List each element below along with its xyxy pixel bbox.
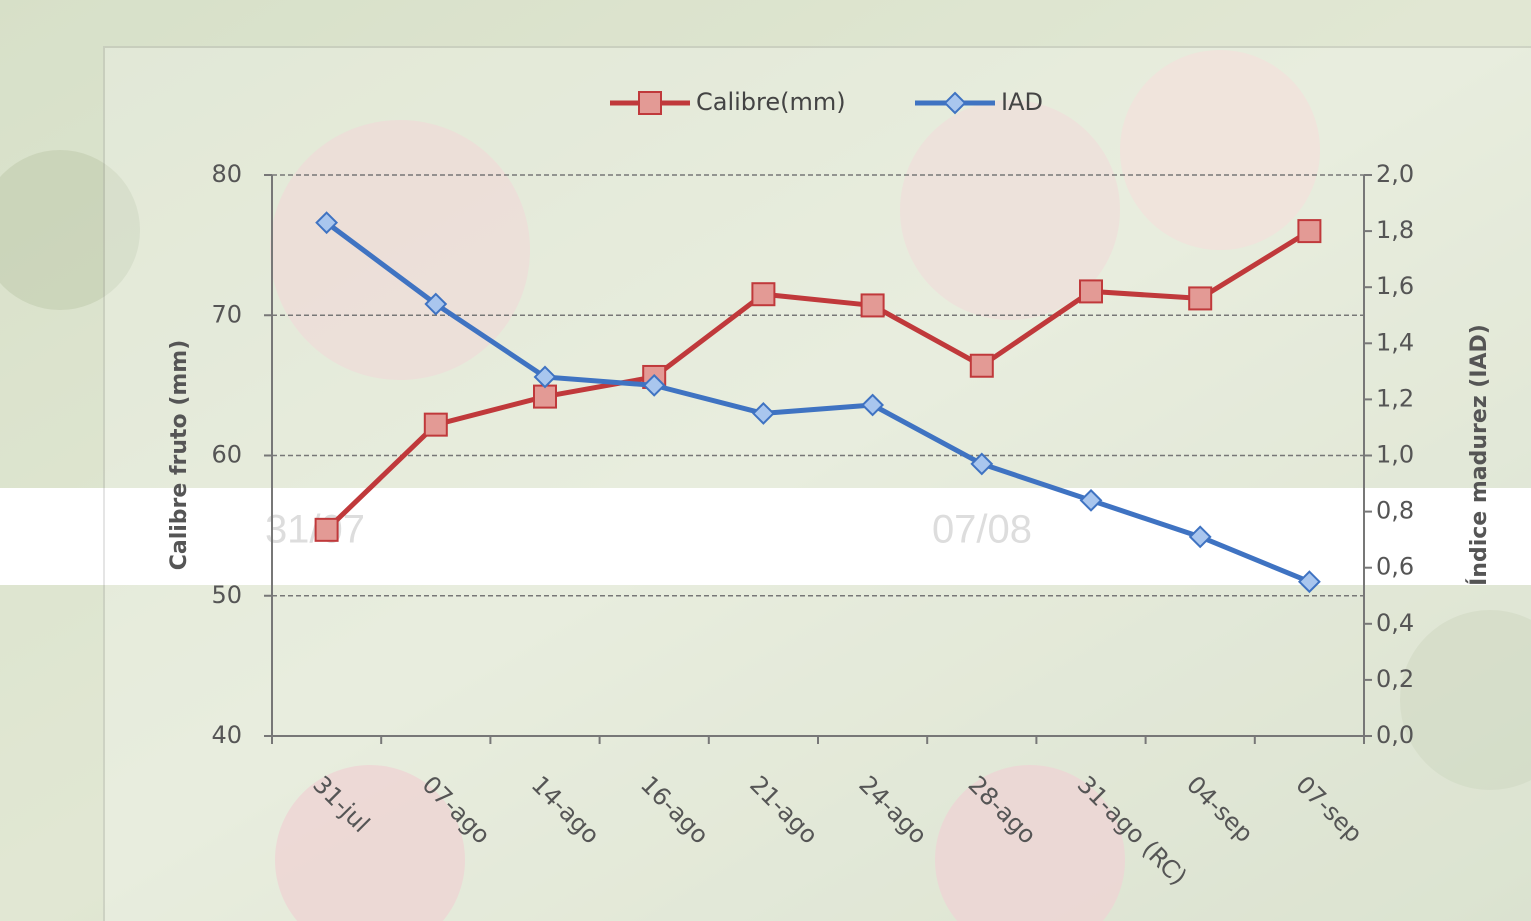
- marker: [533, 365, 557, 389]
- marker: [1188, 525, 1212, 549]
- marker: [1188, 286, 1213, 311]
- y2-tick-label: 1,6: [1376, 272, 1414, 300]
- marker: [969, 353, 994, 378]
- marker: [943, 91, 967, 115]
- y2-tick-label: 0,0: [1376, 721, 1414, 749]
- series-line: [325, 220, 1311, 585]
- series-line: [324, 228, 1311, 532]
- y2-tick-label: 0,4: [1376, 609, 1414, 637]
- legend-label: IAD: [1001, 88, 1043, 116]
- marker: [861, 393, 885, 417]
- marker: [314, 517, 339, 542]
- y-tick-label: 50: [211, 581, 242, 609]
- y2-tick-label: 1,8: [1376, 216, 1414, 244]
- marker: [1297, 219, 1322, 244]
- y2-tick-label: 1,0: [1376, 441, 1414, 469]
- y2-tick-label: 0,2: [1376, 665, 1414, 693]
- marker: [1079, 279, 1103, 304]
- y2-tick-label: 1,4: [1376, 328, 1414, 356]
- y2-tick-label: 0,6: [1376, 553, 1414, 581]
- y2-tick-label: 0,8: [1376, 497, 1414, 525]
- y-axis-title: Calibre fruto (mm): [167, 340, 192, 571]
- marker: [423, 412, 448, 437]
- marker: [970, 452, 994, 476]
- marker: [424, 292, 448, 316]
- marker: [1079, 488, 1103, 512]
- marker: [751, 282, 776, 307]
- marker: [638, 91, 662, 115]
- y2-tick-label: 2,0: [1376, 160, 1414, 188]
- marker: [533, 384, 557, 409]
- y2-axis-title: Índice madurez (IAD): [1466, 324, 1492, 586]
- marker: [751, 402, 775, 425]
- y-tick-label: 60: [211, 441, 242, 469]
- y-tick-label: 70: [211, 300, 242, 328]
- y2-tick-label: 1,2: [1376, 384, 1414, 412]
- marker: [860, 293, 885, 318]
- marker: [1297, 570, 1321, 594]
- y-tick-label: 40: [211, 721, 242, 749]
- y-tick-label: 80: [211, 160, 242, 188]
- legend-label: Calibre(mm): [696, 88, 846, 116]
- marker: [315, 211, 339, 235]
- marker: [642, 373, 666, 397]
- background-label: 07/08: [932, 508, 1032, 552]
